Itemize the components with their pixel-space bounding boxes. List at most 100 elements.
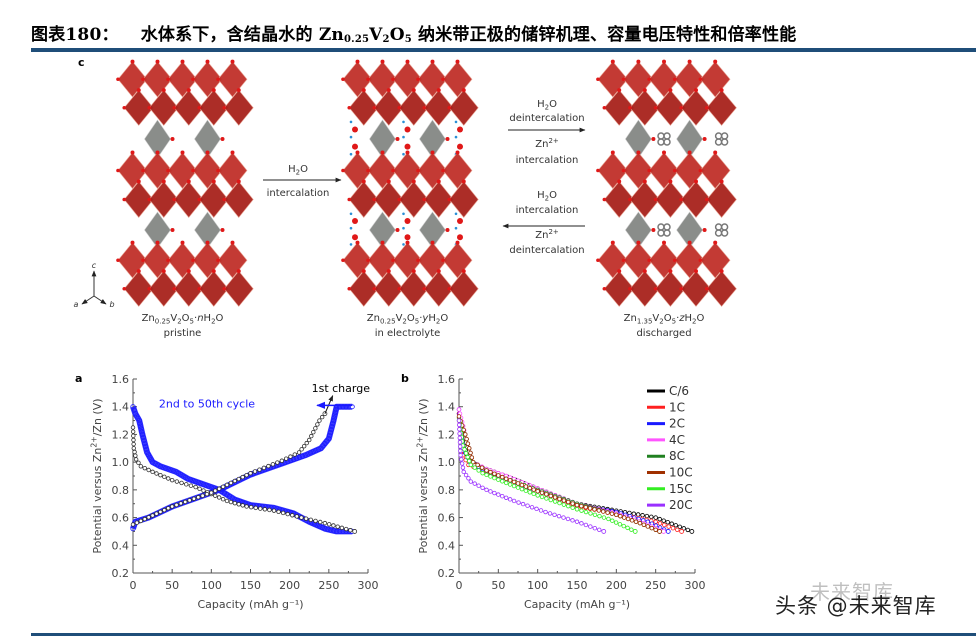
data-point [665,529,671,534]
data-point [657,529,662,534]
data-point [673,523,678,528]
data-point [179,480,184,486]
data-point [190,478,196,484]
data-point [252,469,258,474]
oxygen-atom [422,286,427,291]
vo6-octahedron [603,270,635,307]
axis-a-arrow [81,295,95,305]
data-point [146,467,151,473]
vanadate-layer [341,150,479,218]
vo6-octahedron [367,152,398,189]
data-point [480,485,485,490]
vo6-octahedron [142,242,173,279]
data-point [315,446,321,453]
oxygen-atom [386,88,391,93]
zinc-ion [714,132,723,140]
data-point [133,453,138,458]
data-point [185,476,191,482]
oxygen-atom [447,197,452,202]
data-point [130,425,136,430]
data-point [467,458,472,464]
data-point [492,475,497,481]
axis-b-arrow [93,295,107,305]
data-point [293,455,300,461]
water-oxygen [404,218,411,224]
water-oxygen [404,143,411,150]
data-point [334,404,340,410]
data-point [328,527,334,533]
data-point [131,441,136,447]
vanadate-layer [116,150,254,218]
data-point [236,476,241,482]
x-tick-label: 200 [279,579,300,592]
oxygen-atom [341,77,345,82]
data-point [228,499,234,505]
data-point [329,423,335,430]
data-point [236,502,241,507]
data-point [601,509,606,514]
data-point [155,462,161,468]
zinc-ion [714,223,723,231]
zinc-ion [714,229,723,237]
arrow-label-intercalation: intercalation [516,155,579,166]
vo6-octahedron [680,270,712,307]
data-point [504,480,509,486]
data-point [531,487,536,492]
x-tick-label: 150 [240,579,261,592]
data-point [523,488,529,493]
data-point [669,521,674,526]
oxygen-atom [122,286,127,291]
data-point [574,502,580,508]
data-point [232,478,238,484]
water-oxygen [352,234,358,241]
vo6-octahedron [623,61,654,98]
vanadate-layer [596,240,737,307]
data-point [213,488,218,493]
vo6-octahedron [706,181,737,218]
data-point [500,474,505,480]
data-point [511,479,517,485]
data-point [565,516,571,522]
data-point [141,437,147,444]
oxygen-atom [422,197,427,202]
data-point [307,437,312,443]
data-point [504,476,509,481]
oxygen-atom [147,197,152,202]
data-point [515,485,521,490]
data-point [640,513,645,518]
vo6-octahedron [173,89,204,126]
y-tick-label: 0.4 [438,539,456,552]
data-point [675,527,680,533]
data-point [459,457,464,462]
data-point [488,469,493,475]
data-point [610,518,615,523]
vo6-octahedron [367,61,398,98]
data-point [227,493,233,499]
data-point [484,487,489,493]
vanadate-layer [116,240,254,307]
legend-label: 1C [669,400,685,414]
data-point [475,462,480,468]
arrow-label-intercalation: intercalation [267,188,330,199]
oxygen-atom [141,258,145,263]
data-point [515,481,521,486]
data-point [606,516,611,522]
oxygen-atom [386,179,391,184]
data-point [574,507,580,512]
data-point [592,512,598,517]
oxygen-atom [702,137,707,141]
oxygen-atom [704,197,709,202]
oxygen-atom [380,59,385,64]
oxygen-atom [216,258,220,263]
oxygen-atom [216,77,220,82]
data-point [193,478,199,485]
oxygen-atom [395,228,400,232]
data-point [178,501,184,506]
oxygen-atom [653,105,658,110]
data-point [457,431,462,436]
data-point [150,513,155,518]
oxygen-atom [447,286,452,291]
y-tick-label: 1.2 [438,428,456,441]
oxygen-atom [628,197,632,202]
data-point [154,511,159,516]
